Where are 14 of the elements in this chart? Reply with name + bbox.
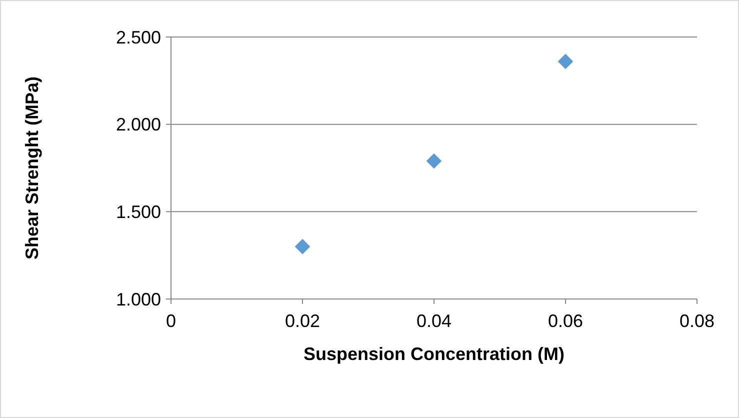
y-tick-label: 2.500 [116,27,161,48]
point [558,54,574,70]
x-tick-label: 0 [166,311,176,331]
x-tick-label: 0.04 [416,311,452,331]
point [426,153,442,169]
x-tick-label: 0.08 [679,311,715,331]
x-tick-label: 0.06 [548,311,584,331]
y-axis-title: Shear Strenght (MPa) [22,76,42,260]
point [294,238,310,254]
y-tick-label: 1.500 [116,202,161,222]
x-tick-label: 0.02 [284,311,320,331]
x-axis-title: Suspension Concentration (M) [304,344,565,364]
y-tick-label: 1.000 [116,289,161,310]
y-tick-label: 2.000 [116,114,161,135]
